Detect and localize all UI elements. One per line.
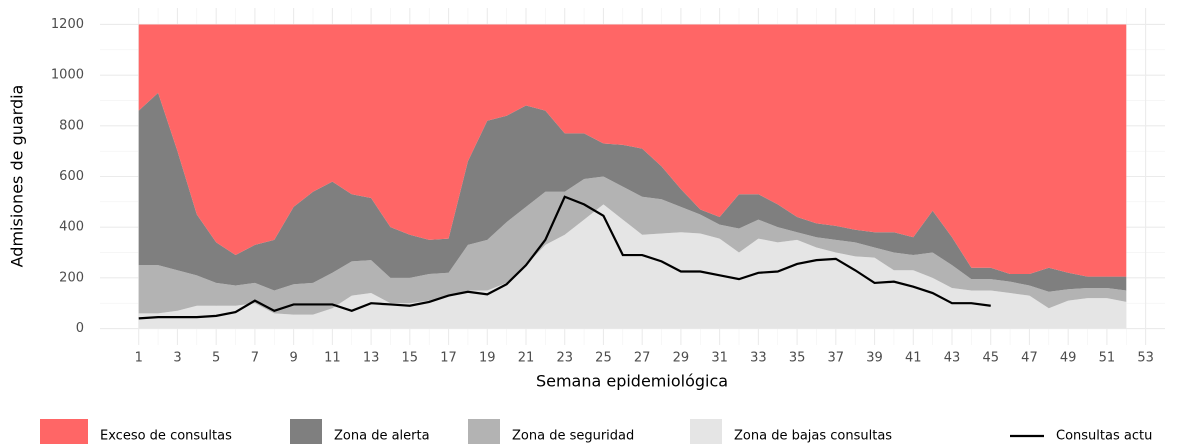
legend-swatch bbox=[690, 419, 722, 444]
x-tick-label: 39 bbox=[866, 351, 883, 366]
x-tick-label: 47 bbox=[1021, 351, 1038, 366]
x-tick-label: 31 bbox=[711, 351, 728, 366]
x-tick-label: 25 bbox=[595, 351, 612, 366]
x-tick-label: 37 bbox=[828, 351, 845, 366]
x-tick-label: 21 bbox=[518, 351, 535, 366]
legend-text: Zona de seguridad bbox=[512, 429, 634, 444]
x-tick-label: 3 bbox=[173, 351, 181, 366]
x-tick-label: 17 bbox=[440, 351, 457, 366]
x-tick-label: 11 bbox=[324, 351, 341, 366]
x-tick-label: 7 bbox=[251, 351, 259, 366]
y-tick-label: 1000 bbox=[51, 68, 84, 83]
x-tick-label: 13 bbox=[363, 351, 380, 366]
x-tick-label: 1 bbox=[135, 351, 143, 366]
area bbox=[138, 92, 1127, 292]
x-tick-label: 45 bbox=[982, 351, 999, 366]
y-tick-label: 600 bbox=[59, 169, 84, 184]
y-tick-label: 800 bbox=[59, 118, 84, 133]
x-tick-label: 15 bbox=[402, 351, 419, 366]
x-tick-label: 23 bbox=[556, 351, 573, 366]
legend-swatch bbox=[290, 419, 322, 444]
x-tick-label: 19 bbox=[479, 351, 496, 366]
legend-swatch bbox=[468, 419, 500, 444]
x-tick-label: 51 bbox=[1099, 351, 1116, 366]
legend-swatch bbox=[40, 419, 88, 444]
x-tick-label: 33 bbox=[750, 351, 767, 366]
y-tick-label: 0 bbox=[76, 321, 84, 336]
area bbox=[138, 24, 1127, 277]
area bbox=[138, 204, 1127, 329]
legend-text: Zona de alerta bbox=[334, 429, 430, 444]
y-axis-title: Admisiones de guardia bbox=[8, 85, 27, 268]
legend-text: Exceso de consultas bbox=[100, 429, 232, 444]
y-tick-label: 400 bbox=[59, 220, 84, 235]
y-tick-label: 1200 bbox=[51, 17, 84, 32]
x-axis-title: Semana epidemiológica bbox=[536, 372, 728, 391]
x-tick-label: 9 bbox=[289, 351, 297, 366]
x-tick-label: 49 bbox=[1060, 351, 1077, 366]
x-tick-label: 5 bbox=[212, 351, 220, 366]
x-tick-label: 35 bbox=[789, 351, 806, 366]
legend-text: Consultas actu bbox=[1056, 429, 1152, 444]
x-tick-label: 53 bbox=[1137, 351, 1154, 366]
area bbox=[138, 176, 1127, 315]
x-tick-label: 43 bbox=[944, 351, 961, 366]
x-tick-label: 41 bbox=[905, 351, 922, 366]
line bbox=[138, 195, 991, 320]
x-tick-label: 29 bbox=[673, 351, 690, 366]
legend-text: Zona de bajas consultas bbox=[734, 429, 892, 444]
x-tick-label: 27 bbox=[634, 351, 651, 366]
y-tick-label: 200 bbox=[59, 270, 84, 285]
